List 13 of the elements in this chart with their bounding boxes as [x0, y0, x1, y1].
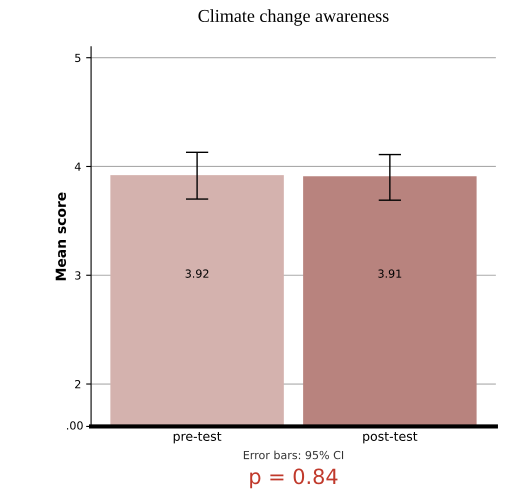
text: Error bars: 95% CI: [244, 450, 344, 460]
text: .00: [67, 421, 83, 430]
x-tick-label: post-test: [363, 432, 418, 444]
y-tick-label: 2: [75, 380, 80, 388]
data-label: 3.91: [378, 269, 402, 278]
data-label: 3.92: [186, 269, 208, 278]
y-tick-label: 5: [75, 54, 80, 62]
y-tick-label: 3: [75, 271, 80, 280]
y-axis-title: Mean score: [56, 192, 66, 280]
chart-title: Climate change awareness: [198, 9, 389, 26]
x-tick-label: pre-test: [174, 432, 222, 444]
text: p = 0.84: [250, 468, 338, 488]
y-tick-label: 4: [74, 162, 81, 171]
